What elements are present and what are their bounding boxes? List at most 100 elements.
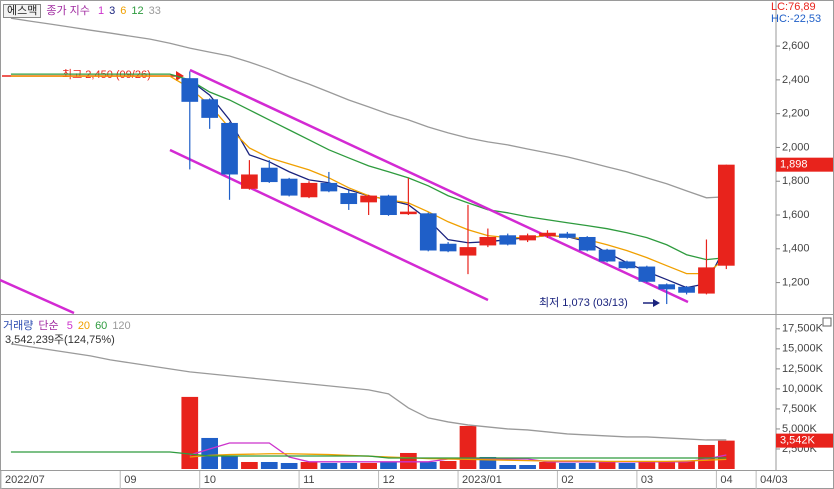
volume-info: 3,542,239주(124,75%) [5,334,115,346]
trend-line [189,68,689,304]
candle-body [400,211,417,215]
volume-bar [201,437,218,469]
candle-body [221,122,238,175]
volume-bar [678,460,695,469]
legend-entry[interactable]: 1 [97,5,105,17]
volume-bar [618,462,636,469]
candle-body [419,213,437,251]
candle-body [519,235,536,241]
legend-entry[interactable]: 33 [148,5,161,17]
candle-body [717,164,735,266]
x-tick-label: 04 [720,474,732,486]
y-tick-label: 2,600 [782,40,810,52]
price-legend: 에스맥 종가 지수 1 3 6 12 33 [3,2,166,18]
legend-title: 거래량 [3,320,34,332]
volume-bar [598,461,616,469]
x-tick-label: 11 [303,474,314,486]
volume-bar [181,396,199,469]
annotation-arrowhead [176,71,184,81]
stock-name[interactable]: 에스맥 [3,4,42,18]
y-tick-label: 10,000K [782,383,824,395]
price-badge [776,157,833,172]
candle-body [380,195,397,216]
volume-bar [459,425,477,469]
y-tick-label: 2,000 [782,141,810,153]
volume-legend: 거래량 단순 5 20 60 120 [3,317,136,333]
legend-entry[interactable]: 3 [109,5,116,17]
candle-body [559,233,576,238]
panel-button[interactable] [822,317,832,327]
candle-body [260,167,278,183]
volume-bar [221,455,238,469]
candle-body [459,247,477,256]
x-tick-label: 10 [204,474,216,486]
x-tick-label: 03 [641,474,653,486]
legend-entry[interactable]: 20 [77,320,91,332]
legend-entry[interactable]: 120 [112,320,131,332]
price-badge-label: 3,542K [780,435,816,447]
volume-bar [360,462,377,469]
volume-bar [638,461,656,469]
volume-bar [241,461,258,469]
legend-entry[interactable]: 6 [120,5,127,17]
candle-body [201,99,218,118]
volume-bar [559,462,576,469]
legend-subtitle: 단순 [38,320,59,332]
ma-line [10,451,727,459]
y-tick-label: 2,400 [782,74,810,86]
candle-body [300,182,318,198]
volume-bar [380,461,397,469]
corner-label: LC:76,89 [771,1,816,13]
candle-body [618,261,636,269]
y-tick-label: 2,200 [782,108,810,120]
candle-body [439,243,457,252]
candle-body [578,236,596,251]
candle-body [360,195,377,203]
annotation-arrowhead [653,299,660,307]
candle-body [340,193,358,205]
candle-body [658,284,676,290]
volume-bar [419,461,437,469]
price-badge [776,433,833,448]
y-tick-label: 1,400 [782,243,810,255]
candle-body [638,266,656,282]
low-annotation: 최저 1,073 (03/13) [539,296,628,309]
candle-body [678,286,695,293]
price-badge-label: 1,898 [780,159,808,171]
candle-body [499,235,517,245]
volume-bar [658,461,676,469]
legend-title: 종가 지수 [46,5,90,17]
volume-bar [439,460,457,469]
y-tick-label: 12,500K [782,363,824,375]
x-tick-label: 09 [124,474,136,486]
y-tick-label: 7,500K [782,403,818,415]
volume-bar [280,462,298,469]
volume-bar [499,464,517,469]
volume-bar [717,440,735,469]
x-tick-label: 02 [561,474,573,486]
y-tick-label: 1,800 [782,175,810,187]
volume-bar [539,461,556,469]
y-tick-label: 1,600 [782,209,810,221]
candle-body [280,178,298,196]
candle-body [241,174,258,189]
ma-line [10,343,727,441]
x-tick-label: 2022/07 [5,474,45,486]
legend-entry[interactable]: 5 [66,320,73,332]
x-tick-label: 12 [383,474,395,486]
y-tick-label: 15,000K [782,343,824,355]
volume-bar [698,444,715,469]
x-tick-label: 2023/01 [462,474,502,486]
legend-entry[interactable]: 60 [95,320,108,332]
volume-bar [320,462,338,469]
trend-line [169,148,489,302]
y-tick-label: 5,000K [782,423,818,435]
legend-entry[interactable]: 12 [131,5,144,17]
candle-body [181,78,199,102]
volume-bar [519,464,536,469]
y-tick-label: 1,200 [782,276,810,288]
candle-body [479,236,497,246]
